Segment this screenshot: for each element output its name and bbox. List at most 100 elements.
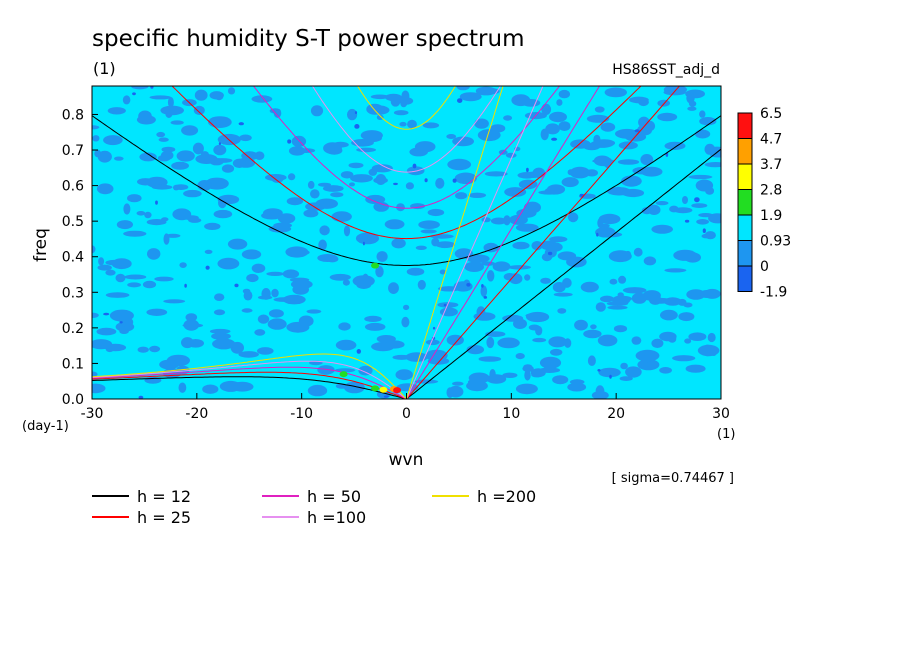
contour-patch [213,309,226,316]
spectral-peak [339,371,348,378]
contour-patch [649,295,662,305]
contour-patch [403,304,410,311]
contour-patch [173,184,180,191]
contour-patch [466,380,488,392]
contour-patch [545,123,560,135]
colorbar-label: 4.7 [760,132,782,148]
colorbar-swatch [737,163,753,190]
contour-patch [546,184,566,195]
contour-patch [531,241,543,251]
contour-patch [146,308,168,316]
contour-patch [484,171,508,177]
contour-patch-low [412,163,417,169]
contour-patch [285,246,309,258]
contour-patch [664,268,687,273]
x-tick-label: 30 [712,406,730,422]
contour-patch [503,273,516,281]
contour-patch [267,318,287,330]
contour-patch [209,328,231,334]
contour-patch [553,292,573,297]
contour-patch [335,339,357,351]
contour-patch [159,359,180,370]
contour-patch-low [634,129,640,133]
y-axis-label: freq [31,228,51,262]
contour-patch [350,174,373,183]
contour-patch [446,134,457,139]
contour-patch [481,217,491,223]
contour-patch [197,180,212,191]
contour-patch [214,293,225,302]
contour-patch [655,201,669,206]
contour-patch [497,337,520,349]
contour-patch-low [103,312,110,316]
contour-patch-low [287,139,292,144]
contour-patch [580,281,599,293]
contour-patch-low [481,284,484,288]
contour-patch-low [354,124,360,129]
contour-patch [257,347,274,355]
colorbar-label: 0.93 [760,234,791,250]
contour-patch [613,325,628,333]
contour-patch [452,381,464,386]
contour-patch [417,279,426,290]
contour-patch [105,259,122,266]
contour-patch [133,275,145,279]
contour-patch [238,351,259,358]
contour-patch-low [466,283,471,287]
contour-patch [678,312,695,322]
contour-patch [326,255,339,263]
contour-patch [92,312,99,318]
contour-patch [232,158,246,168]
rossby-wave-curve [92,371,407,399]
contour-patch [142,280,157,289]
contour-patch [137,178,154,186]
contour-patch [406,267,425,276]
contour-patch [640,154,654,166]
contour-patch [384,340,405,349]
contour-patch-low [383,395,389,398]
contour-patch [621,188,645,198]
contour-patch [286,197,304,206]
contour-patch [163,299,186,304]
contour-patch [591,390,609,399]
contour-patch [330,192,344,198]
contour-patch [370,94,389,100]
contour-patch [492,261,511,272]
contour-patch [483,242,499,253]
contour-patch [594,106,605,113]
contour-patch [227,87,236,95]
contour-patch [160,105,184,116]
colorbar-label: 1.9 [760,208,782,224]
contour-patch [531,372,543,378]
contour-patch [119,328,129,334]
contour-patch [695,129,711,139]
contour-patch [369,105,390,115]
legend-label: h = 50 [307,487,361,506]
contour-patch [343,225,351,237]
contour-patch [478,356,502,362]
contour-patch [474,118,489,129]
contour-patch [211,332,231,340]
contour-patch [522,365,534,373]
contour-patch [647,204,661,215]
y-tick-label: 0.1 [62,356,84,372]
x-tick-label: 0 [402,406,411,422]
contour-patch [562,277,572,288]
contour-patch-low [218,142,221,146]
x-axis: -30 -20 -10 0 10 20 30 [81,393,730,422]
contour-patch [448,385,464,398]
contour-patch [664,141,686,150]
contour-patch [549,111,567,123]
contour-patch [696,219,709,225]
contour-patch [504,187,527,197]
contour-patch [268,309,284,318]
y-tick-label: 0.2 [62,321,84,337]
contour-patch [549,236,568,243]
x-axis-label: wvn [389,450,424,470]
contour-patch [147,248,161,260]
high-power-spots [339,262,402,394]
contour-patch [688,332,707,342]
contour-patch [400,99,408,108]
spectral-peak [393,387,402,394]
contour-patch [373,201,390,212]
